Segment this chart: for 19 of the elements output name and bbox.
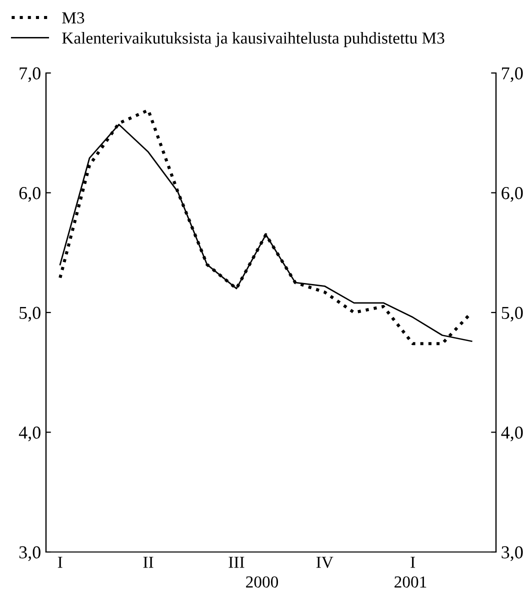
- y-tick-label: 4,0: [18, 426, 40, 442]
- y-tick-label: 7,0: [20, 67, 40, 82]
- y2-tick-label: 3,0: [502, 546, 523, 562]
- y2-tick-label: 5,0: [502, 306, 523, 322]
- text: 2001: [394, 576, 426, 588]
- x-tick-label: I: [58, 556, 62, 568]
- x-tick-label: I: [410, 556, 416, 568]
- text: 2000: [246, 576, 278, 588]
- y-tick-label: 3,0: [19, 546, 40, 562]
- y2-tick-label: 4,0: [501, 426, 523, 442]
- x-tick-label: II: [143, 556, 154, 568]
- y2-tick-label: 7,0: [502, 67, 523, 82]
- x-tick-label: III: [228, 556, 244, 568]
- y-tick-label: 6,0: [19, 187, 40, 202]
- y-tick-label: 5,0: [20, 306, 40, 322]
- legend-label: M3: [62, 12, 84, 24]
- y2-tick-label: 6,0: [502, 187, 523, 202]
- x-tick-label: IV: [316, 556, 334, 568]
- legend-label: Kalenterivaikutuksista ja kausivaihtelusta puhdistettu M3: [62, 32, 444, 48]
